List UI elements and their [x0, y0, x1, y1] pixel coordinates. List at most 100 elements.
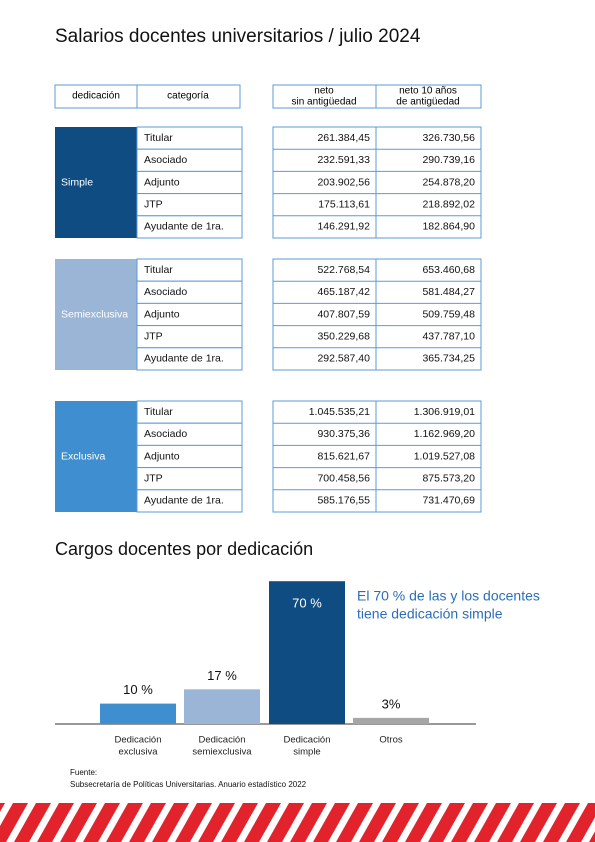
footer-stripe: [282, 803, 312, 842]
dedicacion-label: Exclusiva: [61, 450, 106, 462]
value-text: 261.384,45: [317, 132, 370, 144]
value-text: 522.768,54: [317, 264, 370, 276]
category-label: Otros: [379, 735, 402, 746]
dedicacion-block: [55, 127, 137, 238]
dedicacion-block: [55, 259, 137, 370]
footer-stripe: [374, 803, 404, 842]
value-text: 1.306.919,01: [414, 406, 475, 418]
value-text: 290.739,16: [422, 154, 475, 166]
category-text: Adjunto: [144, 450, 180, 462]
value-text: 1.045.535,21: [309, 406, 370, 418]
chart-title: Cargos docentes por dedicación: [55, 539, 313, 559]
category-text: Asociado: [144, 428, 187, 440]
value-label: 10 %: [123, 682, 153, 697]
footer-stripe: [29, 803, 59, 842]
value-text: 365.734,25: [422, 353, 475, 365]
category-text: JTP: [144, 472, 163, 484]
value-text: 203.902,56: [317, 176, 370, 188]
footer-stripe: [75, 803, 105, 842]
value-text: 175.113,61: [318, 198, 370, 210]
bar: [100, 703, 176, 724]
header-cell: categoría: [167, 91, 209, 102]
value-text: 146.291,92: [317, 221, 370, 233]
value-text: 465.187,42: [317, 286, 370, 298]
category-label: Dedicación: [284, 735, 331, 746]
value-text: 437.787,10: [422, 330, 475, 342]
value-text: 700.458,56: [317, 472, 370, 484]
category-text: Titular: [144, 264, 173, 276]
value-text: 254.878,20: [422, 176, 475, 188]
footer-stripe: [535, 803, 565, 842]
category-text: Asociado: [144, 154, 187, 166]
value-text: 731.470,69: [422, 495, 475, 507]
value-text: 653.460,68: [422, 264, 475, 276]
category-cell: [136, 215, 243, 239]
value-text: 182.864,90: [422, 221, 475, 233]
category-text: Titular: [144, 132, 173, 144]
footer-stripe: [213, 803, 243, 842]
values-box: [272, 400, 482, 513]
annotation: tiene dedicación simple: [357, 606, 503, 622]
category-label: Dedicación: [199, 735, 246, 746]
values-box: [272, 258, 482, 371]
footer-stripe: [328, 803, 358, 842]
value-text: 350.229,68: [317, 330, 370, 342]
category-text: Adjunto: [144, 176, 180, 188]
value-label: 70 %: [292, 596, 322, 611]
header-cell: sin antigüedad: [291, 97, 356, 108]
dedicacion-label: Simple: [61, 176, 93, 188]
footer-stripe: [512, 803, 542, 842]
footer-stripe: [190, 803, 220, 842]
value-text: 815.621,67: [317, 450, 370, 462]
footer-stripe: [420, 803, 450, 842]
footer-stripe: [167, 803, 197, 842]
bar: [269, 581, 345, 724]
value-text: 585.176,55: [317, 495, 370, 507]
footer-stripe: [236, 803, 266, 842]
category-text: Titular: [144, 406, 173, 418]
category-text: JTP: [144, 330, 163, 342]
source-label: Fuente:: [70, 768, 97, 777]
source-text: Subsecretaría de Políticas Universitaria…: [70, 780, 307, 789]
footer-stripe: [489, 803, 519, 842]
footer-stripe: [397, 803, 427, 842]
value-label: 17 %: [207, 668, 237, 683]
header-cell: dedicación: [72, 91, 120, 102]
footer-stripe: [52, 803, 82, 842]
header-cell: neto: [314, 86, 334, 97]
footer-stripe: [259, 803, 289, 842]
value-text: 1.019.527,08: [414, 450, 475, 462]
value-text: 509.759,48: [422, 308, 475, 320]
category-cell: [136, 347, 243, 371]
value-text: 218.892,02: [422, 198, 475, 210]
footer-stripe: [6, 803, 36, 842]
category-label: exclusiva: [118, 747, 158, 758]
title: Salarios docentes universitarios / julio…: [55, 26, 421, 47]
value-text: 581.484,27: [422, 286, 475, 298]
category-label: semiexclusiva: [192, 747, 252, 758]
value-text: 407.807,59: [317, 308, 370, 320]
category-text: Ayudante de 1ra.: [144, 221, 224, 233]
dedicacion-label: Semiexclusiva: [61, 308, 128, 320]
footer-stripe: [443, 803, 473, 842]
bar: [184, 689, 260, 724]
footer-stripe: [121, 803, 151, 842]
footer-stripe: [0, 803, 13, 827]
footer-stripe: [98, 803, 128, 842]
value-label: 3%: [382, 696, 401, 711]
value-text: 875.573,20: [422, 472, 475, 484]
header-right: [272, 84, 482, 109]
value-text: 292.587,40: [317, 353, 370, 365]
category-text: Asociado: [144, 286, 187, 298]
header-cell: neto 10 años: [399, 86, 457, 97]
value-text: 326.730,56: [422, 132, 475, 144]
footer-stripe: [581, 817, 595, 842]
category-cell: [136, 489, 243, 513]
dedicacion-block: [55, 401, 137, 512]
values-box: [272, 126, 482, 239]
category-text: Ayudante de 1ra.: [144, 353, 224, 365]
footer-stripe: [305, 803, 335, 842]
header-left: [54, 84, 241, 109]
footer-stripe: [466, 803, 496, 842]
